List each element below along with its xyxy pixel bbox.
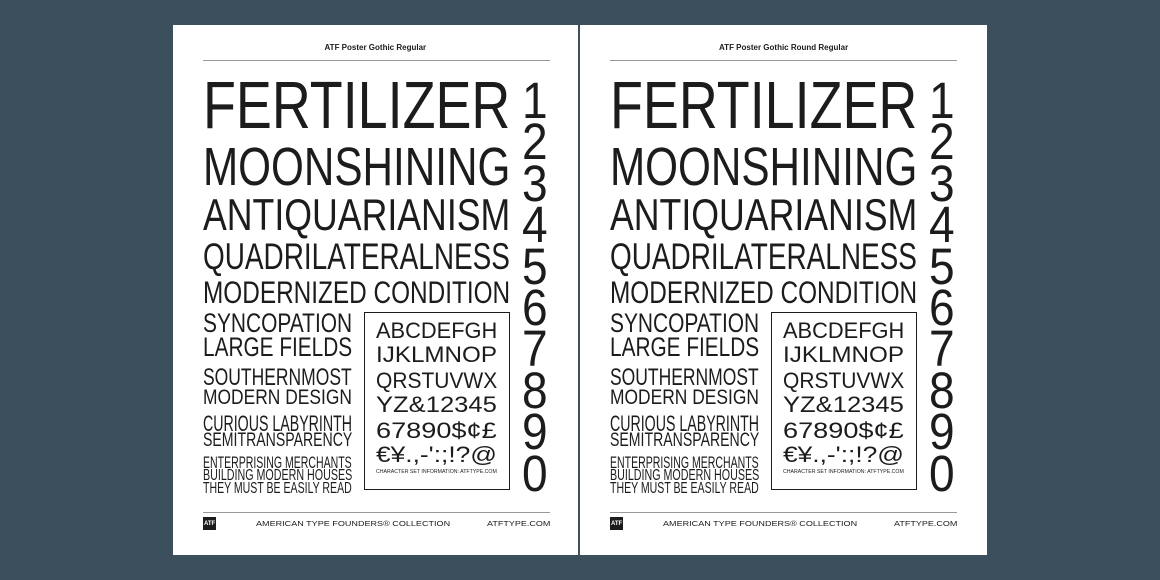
specimen-word: MODERNIZED CONDITION	[610, 274, 918, 310]
footer-rule	[610, 512, 957, 513]
charset-row: YZ&12345	[783, 392, 904, 417]
footer-site-link[interactable]: ATFTYPE.COM	[894, 521, 958, 528]
charset-row: YZ&12345	[376, 392, 497, 417]
specimen-numeral: 4	[929, 195, 955, 253]
specimen-word: THEY MUST BE EASILY READ	[203, 480, 352, 497]
page-header: ATF Poster Gothic Regular	[324, 43, 427, 52]
charset-row: IJKLMNOP	[376, 342, 497, 367]
specimen-word: ENTERPRISING MERCHANTS	[610, 453, 759, 472]
specimen-numeral: 9	[522, 402, 548, 460]
specimen-word: LARGE FIELDS	[610, 332, 760, 362]
specimen-word: SEMITRANSPARENCY	[203, 429, 353, 451]
footer-rule	[203, 512, 550, 513]
charset-box	[771, 312, 917, 490]
charset-caption: CHARACTER SET INFORMATION: ATFTYPE.COM	[783, 469, 904, 475]
charset-caption: CHARACTER SET INFORMATION: ATFTYPE.COM	[376, 469, 497, 475]
charset-row: ABCDEFGH	[376, 318, 498, 343]
header-rule	[203, 60, 550, 61]
charset-row: IJKLMNOP	[783, 342, 904, 367]
footer-collection: AMERICAN TYPE FOUNDERS® COLLECTION	[663, 521, 858, 528]
specimen-page-right: ATF Poster Gothic Round Regular FERTILIZE…	[580, 25, 987, 555]
atf-logo	[203, 517, 216, 530]
specimen-word: CURIOUS LABYRINTH	[610, 411, 760, 436]
charset-row: 67890$¢£	[376, 418, 497, 443]
specimen-numeral: 7	[929, 319, 955, 377]
specimen-numeral: 6	[522, 278, 548, 336]
specimen-numeral: 7	[522, 319, 548, 377]
specimen-word: SYNCOPATION	[610, 308, 760, 338]
charset-box	[364, 312, 510, 490]
specimen-numeral: 3	[522, 154, 548, 212]
specimen-word: QUADRILATERALNESS	[610, 235, 917, 277]
specimen-numeral: 1	[522, 71, 548, 129]
specimen-page-left: ATF Poster Gothic Regular FERTILIZER MOONS…	[173, 25, 578, 555]
specimen-numeral: 9	[929, 402, 955, 460]
specimen-numeral: 4	[522, 195, 548, 253]
specimen-numeral: 0	[929, 444, 955, 502]
specimen-numeral: 2	[929, 112, 955, 170]
header-rule	[610, 60, 957, 61]
specimen-word: MOONSHINING	[203, 137, 511, 197]
atf-logo-text: ATF	[611, 521, 623, 527]
specimen-word: ANTIQUARIANISM	[610, 191, 918, 240]
charset-row: €¥.,-':;!?@	[783, 442, 905, 467]
charset-row: ABCDEFGH	[783, 318, 905, 343]
specimen-word: BUILDING MODERN HOUSES	[203, 467, 353, 484]
specimen-word: ENTERPRISING MERCHANTS	[203, 453, 352, 472]
specimen-word: MODERNIZED CONDITION	[203, 274, 511, 310]
specimen-word: SOUTHERNMOST	[203, 365, 352, 391]
specimen-word: LARGE FIELDS	[203, 332, 353, 362]
charset-row: 67890$¢£	[783, 418, 904, 443]
specimen-numeral: 1	[929, 71, 955, 129]
specimen-word: MOONSHINING	[610, 137, 918, 197]
page-header: ATF Poster Gothic Round Regular	[719, 43, 849, 52]
charset-row: €¥.,-':;!?@	[376, 442, 498, 467]
specimen-word: SOUTHERNMOST	[610, 365, 759, 391]
specimen-word: BUILDING MODERN HOUSES	[610, 467, 760, 484]
specimen-numeral: 3	[929, 154, 955, 212]
charset-row: QRSTUVWX	[783, 368, 905, 393]
specimen-numeral: 8	[522, 361, 548, 419]
specimen-word: SYNCOPATION	[203, 308, 353, 338]
specimen-numeral: 2	[522, 112, 548, 170]
specimen-numeral: 5	[522, 237, 548, 295]
footer-site-link[interactable]: ATFTYPE.COM	[487, 521, 551, 528]
specimen-word: CURIOUS LABYRINTH	[203, 411, 353, 436]
specimen-word: FERTILIZER	[203, 69, 511, 143]
charset-row: QRSTUVWX	[376, 368, 498, 393]
specimen-word: QUADRILATERALNESS	[203, 235, 510, 277]
specimen-word: SEMITRANSPARENCY	[610, 429, 760, 451]
specimen-word: MODERN DESIGN	[203, 386, 352, 409]
specimen-numeral: 6	[929, 278, 955, 336]
specimen-numeral: 0	[522, 444, 548, 502]
atf-logo	[610, 517, 623, 530]
specimen-numeral: 8	[929, 361, 955, 419]
specimen-word: FERTILIZER	[610, 69, 918, 143]
specimen-word: ANTIQUARIANISM	[203, 191, 511, 240]
atf-logo-text: ATF	[204, 521, 216, 527]
specimen-word: THEY MUST BE EASILY READ	[610, 480, 759, 497]
footer-collection: AMERICAN TYPE FOUNDERS® COLLECTION	[256, 521, 451, 528]
specimen-numeral: 5	[929, 237, 955, 295]
specimen-word: MODERN DESIGN	[610, 386, 759, 409]
